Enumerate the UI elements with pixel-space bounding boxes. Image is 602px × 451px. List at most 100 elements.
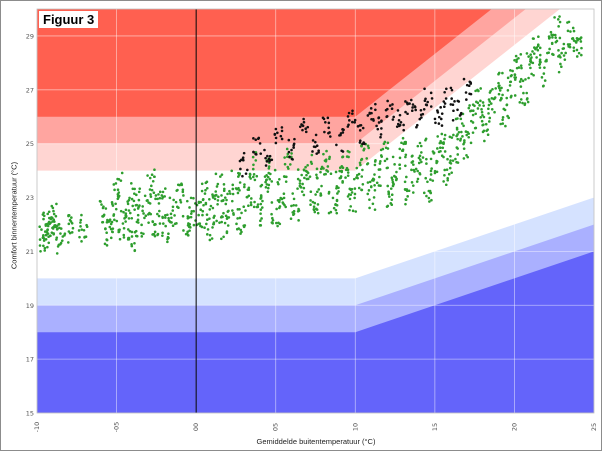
data-point xyxy=(199,224,202,228)
data-point xyxy=(509,74,513,78)
data-point xyxy=(487,107,490,111)
data-point xyxy=(235,227,239,231)
data-point xyxy=(391,178,394,182)
data-point xyxy=(341,181,344,184)
data-point xyxy=(370,111,373,115)
data-point xyxy=(265,174,268,177)
data-point xyxy=(403,140,407,144)
data-point xyxy=(220,194,223,197)
data-point xyxy=(137,190,141,194)
data-point xyxy=(244,172,248,175)
data-point xyxy=(579,40,583,43)
data-point xyxy=(167,232,170,236)
data-point xyxy=(153,168,156,172)
data-point xyxy=(122,210,125,214)
data-point xyxy=(341,128,345,131)
data-point xyxy=(559,62,562,66)
data-point xyxy=(206,218,209,222)
data-point xyxy=(153,230,157,234)
data-point xyxy=(443,173,446,177)
data-point xyxy=(474,112,477,116)
data-point xyxy=(218,221,221,224)
data-point xyxy=(513,73,517,77)
data-point xyxy=(560,65,563,69)
data-point xyxy=(412,163,415,166)
data-point xyxy=(184,232,188,236)
data-point xyxy=(305,173,308,177)
data-point xyxy=(122,226,126,230)
data-point xyxy=(146,198,149,202)
data-point xyxy=(276,131,279,135)
data-point xyxy=(237,175,240,178)
data-point xyxy=(231,192,235,196)
data-point xyxy=(531,50,534,53)
data-point xyxy=(572,49,576,53)
data-point xyxy=(244,209,247,212)
data-point xyxy=(314,133,318,137)
data-point xyxy=(574,41,578,44)
data-point xyxy=(448,135,452,139)
data-point xyxy=(348,208,351,212)
data-point xyxy=(362,141,366,144)
data-point xyxy=(231,187,235,191)
data-point xyxy=(358,129,362,132)
data-point xyxy=(308,175,312,178)
data-point xyxy=(390,193,394,197)
data-point xyxy=(251,175,255,179)
data-point xyxy=(147,221,150,224)
data-point xyxy=(127,209,131,212)
data-point xyxy=(398,147,402,151)
data-point xyxy=(424,103,428,107)
data-point xyxy=(236,191,240,195)
data-point xyxy=(189,196,193,200)
data-point xyxy=(383,159,387,163)
data-point xyxy=(111,227,115,230)
data-point xyxy=(544,59,547,63)
data-point xyxy=(480,119,484,123)
data-point xyxy=(208,238,212,242)
data-point xyxy=(386,99,389,103)
data-point xyxy=(358,141,362,144)
data-point xyxy=(327,190,331,194)
data-point xyxy=(388,104,392,107)
data-point xyxy=(515,58,519,61)
data-point xyxy=(390,203,394,207)
data-point xyxy=(435,170,439,174)
data-point xyxy=(114,202,117,206)
data-point xyxy=(548,47,551,51)
data-point xyxy=(197,213,200,217)
data-point xyxy=(148,188,152,191)
data-point xyxy=(181,190,185,194)
data-point xyxy=(55,236,59,239)
data-point xyxy=(252,150,255,154)
data-point xyxy=(538,46,542,50)
data-point xyxy=(538,60,542,64)
data-point xyxy=(380,120,383,123)
data-point xyxy=(385,115,388,119)
data-point xyxy=(534,47,537,51)
data-point xyxy=(259,184,263,188)
data-point xyxy=(279,196,283,200)
data-point xyxy=(403,180,407,184)
data-point xyxy=(436,135,440,138)
data-point xyxy=(300,190,304,193)
data-point xyxy=(205,180,209,184)
data-point xyxy=(164,187,167,190)
data-point xyxy=(151,233,154,236)
data-point xyxy=(462,142,465,146)
data-point xyxy=(439,139,442,143)
data-point xyxy=(189,212,193,215)
data-point xyxy=(507,116,511,120)
data-point xyxy=(283,156,286,159)
data-point xyxy=(224,214,228,218)
data-point xyxy=(451,103,455,106)
data-point xyxy=(236,208,240,211)
data-point xyxy=(101,220,105,224)
data-point xyxy=(372,178,376,181)
data-point xyxy=(497,71,501,75)
data-point xyxy=(425,162,428,165)
data-point xyxy=(59,241,63,245)
data-point xyxy=(214,172,218,176)
data-point xyxy=(211,206,215,210)
data-point xyxy=(437,115,441,119)
